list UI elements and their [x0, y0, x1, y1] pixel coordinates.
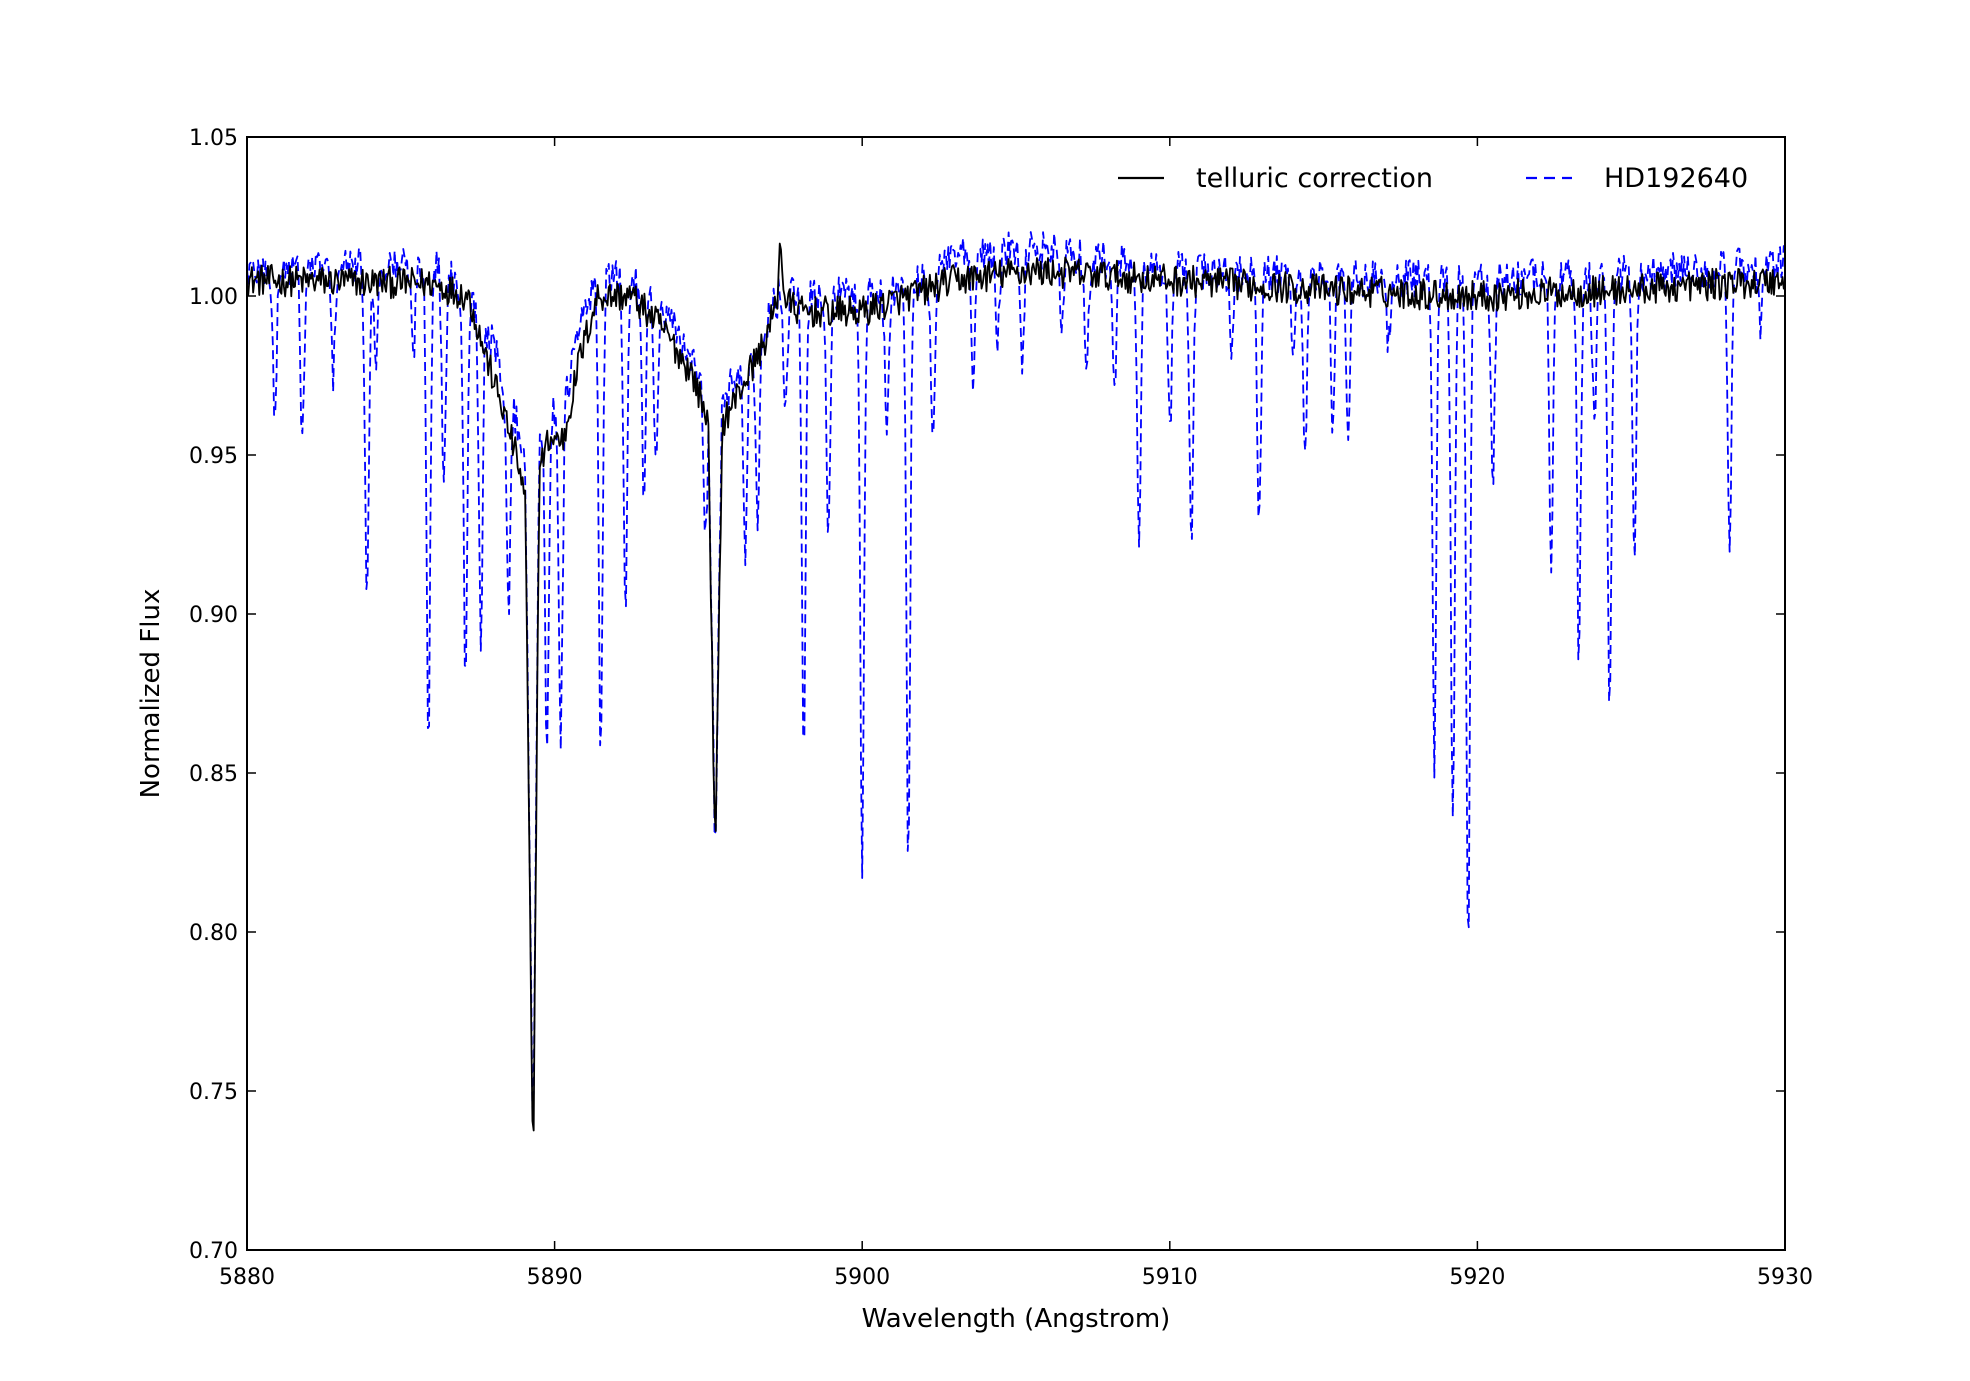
- y-tick-label: 0.90: [189, 603, 238, 628]
- x-tick-label: 5900: [834, 1265, 890, 1290]
- y-tick-label: 1.05: [189, 126, 238, 151]
- y-axis-label: Normalized Flux: [136, 589, 166, 799]
- y-tick-label: 0.95: [189, 444, 238, 469]
- y-tick-label: 0.70: [189, 1239, 238, 1264]
- x-tick-label: 5910: [1142, 1265, 1198, 1290]
- x-tick-label: 5880: [219, 1265, 275, 1290]
- series-line-telluric-correction: [246, 242, 1786, 1132]
- legend: telluric correction HD192640: [1118, 163, 1748, 194]
- y-tick-label: 0.75: [189, 1080, 238, 1105]
- x-tick-label: 5930: [1757, 1265, 1813, 1290]
- x-tick-label: 5890: [527, 1265, 583, 1290]
- x-tick-label: 5920: [1449, 1265, 1505, 1290]
- x-axis-label: Wavelength (Angstrom): [862, 1304, 1171, 1334]
- plot-series: [246, 231, 1786, 1132]
- y-tick-label: 0.85: [189, 762, 238, 787]
- series-line-hd192640: [246, 231, 1786, 1118]
- y-tick-label: 1.00: [189, 285, 238, 310]
- legend-label-telluric-correction: telluric correction: [1196, 163, 1433, 194]
- legend-label-hd192640: HD192640: [1604, 163, 1748, 194]
- axis-ticks: 5880 5890 5900 5910 5920 5930 0.70 0.75 0.80 0.85…: [189, 126, 1813, 1290]
- plot-frame: [246, 136, 1786, 1251]
- y-tick-label: 0.80: [189, 921, 238, 946]
